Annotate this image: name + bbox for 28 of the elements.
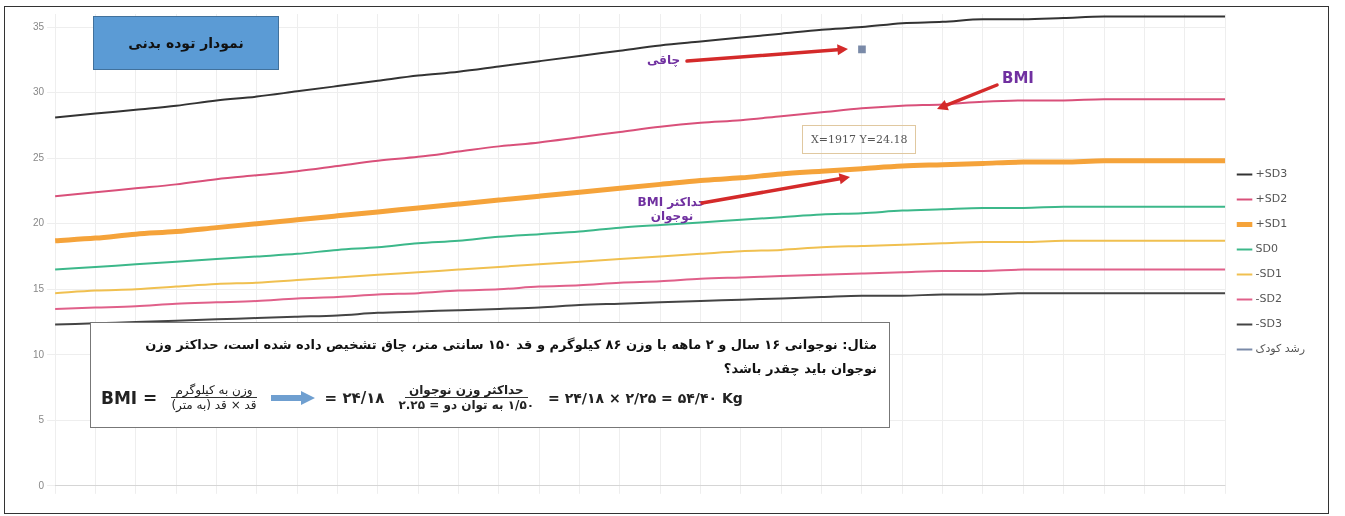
legend-label: SD0	[1255, 242, 1278, 256]
annotation: BMI	[1001, 68, 1034, 87]
y-tick-label: 0	[38, 479, 45, 491]
annotation: قد × قد (به متر)	[170, 398, 258, 412]
legend-label: -SD1	[1255, 267, 1282, 281]
y-tick-label: 5	[38, 414, 45, 426]
annotation: ۲۴/۱۸ =	[324, 388, 385, 407]
legend-label: -SD3	[1255, 317, 1282, 331]
y-tick-label: 15	[33, 282, 45, 294]
annotation: ۱/۵۰ به توان دو = ۲.۲۵	[397, 398, 536, 412]
annotation: BMI =	[101, 387, 158, 408]
annotation: = ۲۴/۱۸ × ۲/۲۵ = ۵۴/۴۰ Kg	[548, 389, 743, 406]
annotation: حداکثر وزن نوجوان	[405, 383, 528, 398]
annotation: چاقی	[646, 53, 681, 68]
annotation: X=1917 Y=24.18	[801, 124, 917, 154]
y-tick-label: 35	[33, 20, 45, 32]
legend-label: +SD1	[1255, 217, 1288, 231]
y-tick-label: 20	[33, 217, 45, 229]
annotation: وزن به کیلوگرم	[171, 383, 257, 398]
annotation: مثال: نوجوانی ۱۶ سال و ۲ ماهه با وزن ۸۶ کیلوگرم و قد ۱۵۰ سانتی متر، چاق تشخیص داده شده است، حداکثر وزن نوجوان باید چقدر باشد؟	[144, 336, 877, 378]
y-tick-label: 25	[33, 151, 45, 163]
y-tick-label: 30	[33, 86, 45, 98]
legend-label: -SD2	[1255, 292, 1282, 306]
label-box: نمودار توده بدنی	[93, 16, 279, 70]
y-tick-label: 10	[33, 348, 45, 360]
legend-label: +SD2	[1255, 192, 1288, 206]
legend-label: رشد کودک	[1255, 342, 1306, 356]
legend-label: +SD3	[1255, 167, 1288, 181]
